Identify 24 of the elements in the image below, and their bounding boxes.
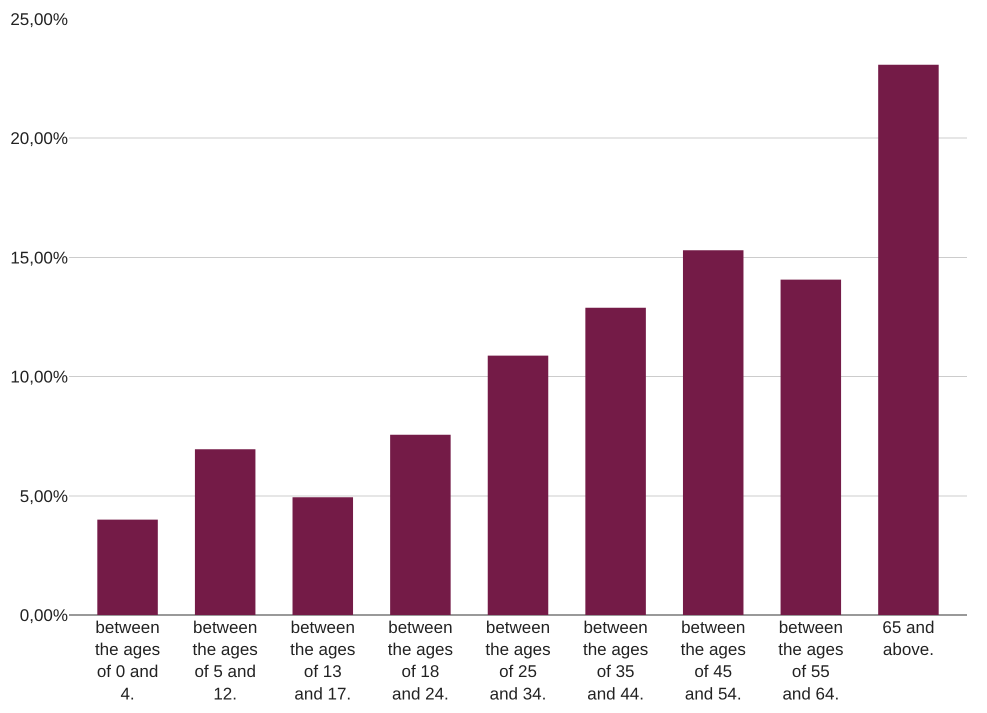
bar <box>682 250 744 615</box>
x-tick-label: between the ages of 55 and 64. <box>778 618 844 704</box>
bar <box>878 64 939 615</box>
bar <box>390 434 451 615</box>
bar <box>97 520 158 615</box>
x-tick-label: between the ages of 45 and 54. <box>680 618 746 704</box>
bar <box>488 356 548 615</box>
y-tick-label: 10,00% <box>10 368 68 387</box>
x-tick-label: between the ages of 13 and 17. <box>290 618 356 704</box>
x-tick-label: between the ages of 5 and 12. <box>192 618 258 704</box>
y-tick-label: 0,00% <box>20 606 68 625</box>
x-tick-label: between the ages of 18 and 24. <box>388 618 454 704</box>
y-tick-label: 25,00% <box>10 10 68 29</box>
x-tick-label: between the ages of 35 and 44. <box>582 618 648 704</box>
y-tick-label: 5,00% <box>20 486 68 506</box>
bar <box>585 308 646 615</box>
y-tick-label: 15,00% <box>10 248 68 268</box>
x-tick-label: between the ages of 25 and 34. <box>485 618 551 704</box>
bar <box>292 497 354 615</box>
bar <box>194 449 256 615</box>
y-tick-label: 20,00% <box>10 129 68 148</box>
bar <box>780 280 842 615</box>
x-tick-label: between the ages of 0 and 4. <box>94 618 160 704</box>
x-tick-label: 65 and above. <box>882 618 934 660</box>
